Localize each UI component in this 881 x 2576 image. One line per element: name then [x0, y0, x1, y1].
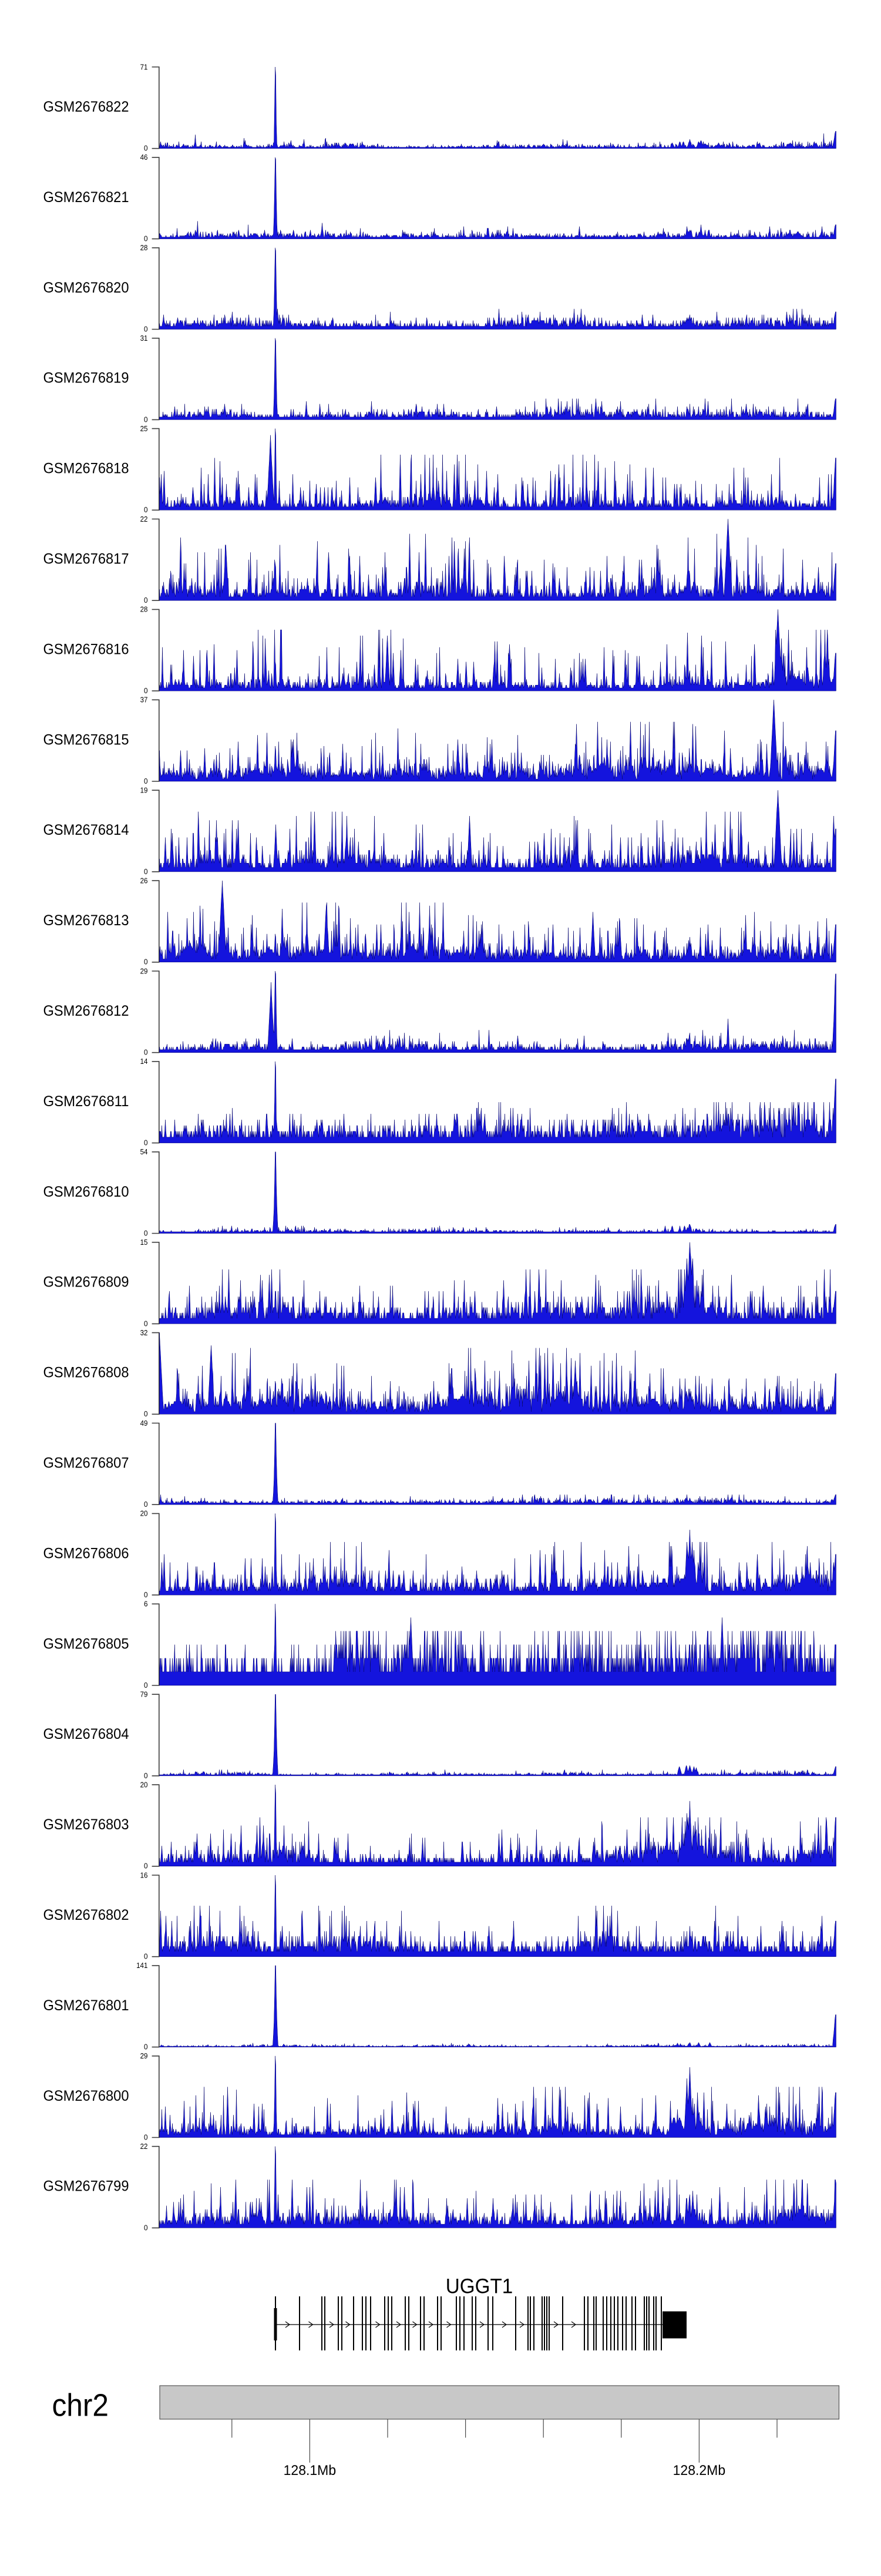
svg-text:0: 0 — [144, 325, 148, 333]
svg-text:31: 31 — [140, 334, 148, 342]
svg-text:0: 0 — [144, 1500, 148, 1509]
svg-text:0: 0 — [144, 777, 148, 785]
svg-text:22: 22 — [140, 515, 148, 523]
svg-text:0: 0 — [144, 958, 148, 966]
svg-text:0: 0 — [144, 1862, 148, 1870]
svg-text:GSM2676808: GSM2676808 — [43, 1365, 129, 1381]
svg-text:GSM2676807: GSM2676807 — [43, 1455, 129, 1472]
svg-text:GSM2676801: GSM2676801 — [43, 1997, 129, 2014]
svg-text:0: 0 — [144, 596, 148, 604]
svg-text:UGGT1: UGGT1 — [446, 2275, 513, 2298]
svg-text:15: 15 — [140, 1238, 148, 1247]
svg-text:GSM2676822: GSM2676822 — [43, 99, 129, 115]
svg-text:29: 29 — [140, 2052, 148, 2060]
svg-text:0: 0 — [144, 2133, 148, 2141]
svg-text:GSM2676802: GSM2676802 — [43, 1907, 129, 1923]
svg-text:GSM2676804: GSM2676804 — [43, 1726, 129, 1742]
svg-text:16: 16 — [140, 1871, 148, 1879]
svg-text:49: 49 — [140, 1419, 148, 1428]
svg-text:46: 46 — [140, 153, 148, 162]
svg-text:0: 0 — [144, 1591, 148, 1599]
svg-text:0: 0 — [144, 235, 148, 243]
svg-text:128.2Mb: 128.2Mb — [673, 2463, 726, 2478]
svg-text:0: 0 — [144, 1681, 148, 1690]
svg-text:0: 0 — [144, 868, 148, 876]
svg-text:GSM2676816: GSM2676816 — [43, 641, 129, 657]
svg-text:0: 0 — [144, 1049, 148, 1057]
svg-text:128.1Mb: 128.1Mb — [284, 2463, 337, 2478]
svg-text:GSM2676818: GSM2676818 — [43, 461, 129, 477]
svg-text:71: 71 — [140, 63, 148, 71]
svg-text:0: 0 — [144, 687, 148, 695]
svg-text:0: 0 — [144, 1410, 148, 1418]
svg-text:GSM2676814: GSM2676814 — [43, 822, 129, 838]
svg-text:0: 0 — [144, 1953, 148, 1961]
svg-text:GSM2676819: GSM2676819 — [43, 370, 129, 387]
svg-text:0: 0 — [144, 2043, 148, 2051]
svg-text:141: 141 — [136, 1962, 147, 1970]
svg-text:28: 28 — [140, 606, 148, 614]
svg-text:14: 14 — [140, 1057, 148, 1066]
svg-text:GSM2676800: GSM2676800 — [43, 2088, 129, 2104]
svg-text:28: 28 — [140, 244, 148, 252]
svg-text:0: 0 — [144, 506, 148, 514]
svg-text:79: 79 — [140, 1691, 148, 1699]
svg-text:GSM2676799: GSM2676799 — [43, 2178, 129, 2195]
svg-text:GSM2676810: GSM2676810 — [43, 1184, 129, 1200]
svg-text:GSM2676813: GSM2676813 — [43, 912, 129, 929]
svg-text:37: 37 — [140, 696, 148, 704]
svg-text:GSM2676817: GSM2676817 — [43, 551, 129, 567]
svg-text:GSM2676821: GSM2676821 — [43, 189, 129, 206]
svg-text:0: 0 — [144, 2224, 148, 2232]
svg-text:54: 54 — [140, 1148, 148, 1156]
svg-text:chr2: chr2 — [52, 2388, 109, 2423]
svg-text:32: 32 — [140, 1329, 148, 1337]
svg-text:GSM2676815: GSM2676815 — [43, 731, 129, 748]
svg-text:GSM2676811: GSM2676811 — [43, 1093, 129, 1110]
svg-text:GSM2676809: GSM2676809 — [43, 1274, 129, 1291]
svg-text:0: 0 — [144, 1319, 148, 1328]
svg-text:26: 26 — [140, 876, 148, 885]
svg-text:0: 0 — [144, 1229, 148, 1237]
svg-text:19: 19 — [140, 787, 148, 795]
svg-text:GSM2676803: GSM2676803 — [43, 1816, 129, 1833]
svg-text:GSM2676820: GSM2676820 — [43, 280, 129, 296]
svg-text:29: 29 — [140, 967, 148, 975]
svg-text:0: 0 — [144, 1139, 148, 1147]
svg-text:20: 20 — [140, 1510, 148, 1518]
svg-text:25: 25 — [140, 425, 148, 433]
svg-text:22: 22 — [140, 2142, 148, 2151]
svg-text:20: 20 — [140, 1781, 148, 1789]
svg-text:GSM2676806: GSM2676806 — [43, 1545, 129, 1561]
svg-text:GSM2676812: GSM2676812 — [43, 1003, 129, 1019]
svg-text:0: 0 — [144, 1772, 148, 1780]
svg-text:GSM2676805: GSM2676805 — [43, 1635, 129, 1652]
svg-text:0: 0 — [144, 415, 148, 424]
svg-text:6: 6 — [144, 1600, 148, 1608]
svg-text:0: 0 — [144, 145, 148, 153]
